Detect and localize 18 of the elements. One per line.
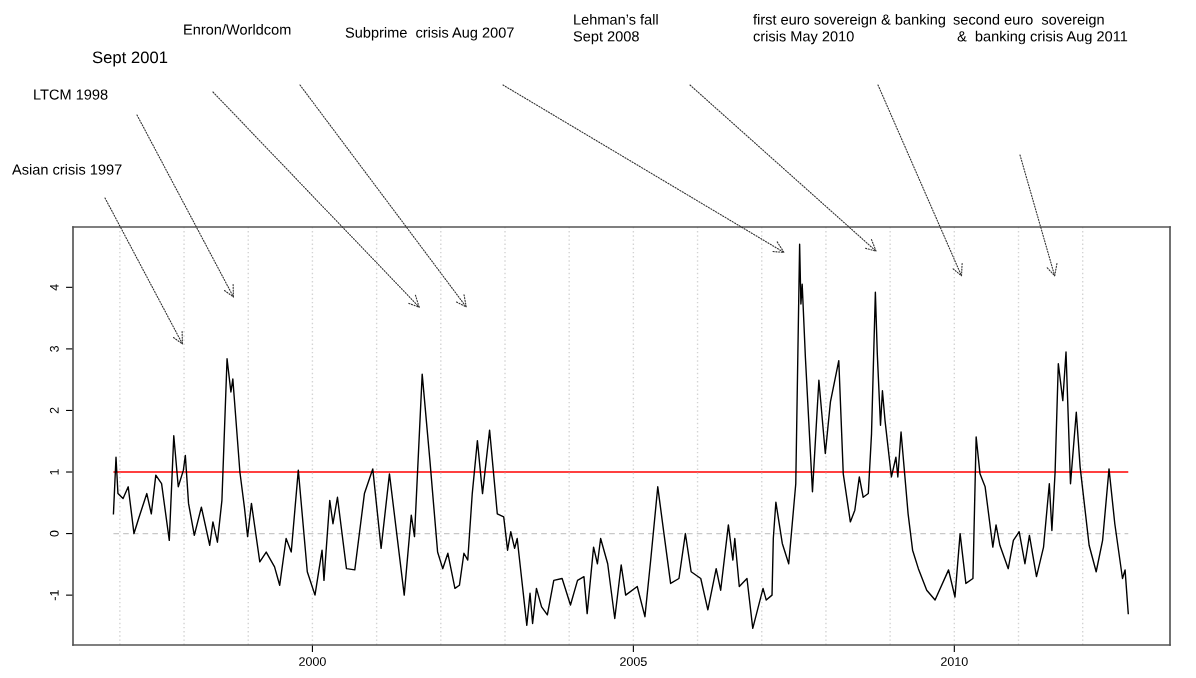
y-tick-label: 0 — [49, 530, 59, 537]
y-tick-label: -1 — [50, 590, 59, 601]
x-tick-label: 2005 — [620, 657, 647, 666]
text: Enron/Worldcom — [184, 24, 291, 35]
text: first euro sovereign & banking crisis May 2010 — [753, 14, 945, 45]
text: second euro sovereign & banking crisis Aug 2011 — [953, 14, 1128, 45]
x-tick-label: 2010 — [941, 657, 968, 666]
y-tick-label: 4 — [50, 284, 59, 291]
text: LTCM 1998 — [34, 89, 108, 100]
line-series — [112, 243, 1129, 630]
text: Subprime crisis Aug 2007 — [345, 27, 514, 41]
y-tick-label: 3 — [49, 345, 59, 352]
x-tick-label: 2000 — [299, 657, 326, 666]
text: Lehman’s fall Sept 2008 — [573, 14, 658, 45]
y-tick-label: 2 — [49, 407, 59, 414]
text: Asian crisis 1997 — [12, 164, 122, 175]
text: Sept 2001 — [92, 51, 168, 67]
y-tick-label: 1 — [50, 469, 59, 475]
